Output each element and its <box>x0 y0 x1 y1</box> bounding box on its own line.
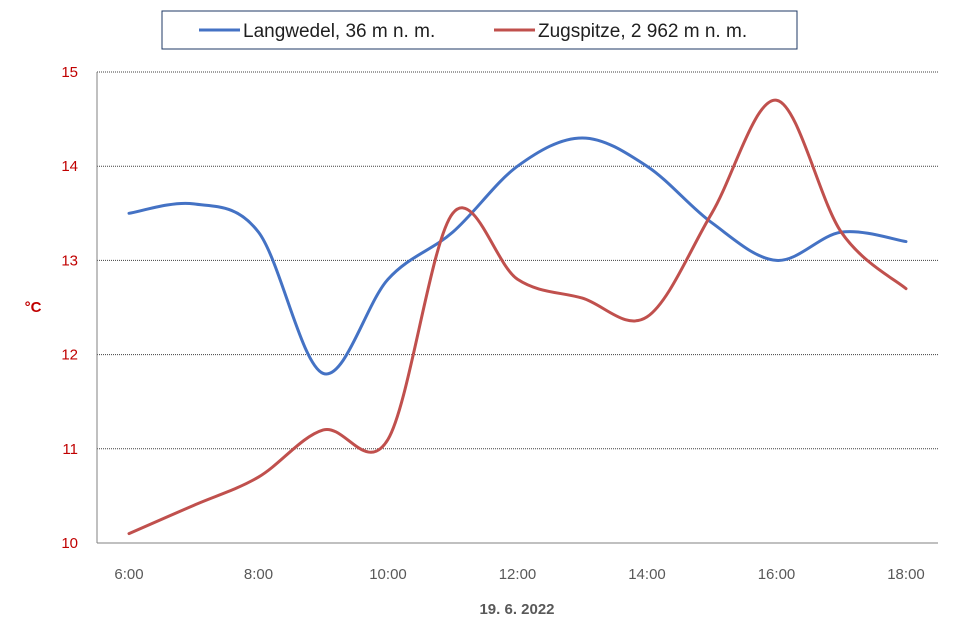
x-tick-label: 16:00 <box>758 566 796 583</box>
y-tick-label: 14 <box>61 158 78 175</box>
series-lines <box>127 98 908 536</box>
x-tick-labels: 6:00 8:00 10:00 12:00 14:00 16:00 18:00 <box>114 566 924 583</box>
gridlines <box>97 71 938 450</box>
x-tick-label: 12:00 <box>499 566 537 583</box>
y-tick-label: 10 <box>61 535 78 552</box>
x-tick-label: 10:00 <box>369 566 407 583</box>
x-tick-label: 18:00 <box>887 566 925 583</box>
legend-label-langwedel: Langwedel, 36 m n. m. <box>243 21 435 42</box>
y-axis-title: °C <box>25 299 42 316</box>
x-tick-label: 14:00 <box>628 566 666 583</box>
y-tick-label: 12 <box>61 347 78 364</box>
series-line-langwedel <box>127 136 908 376</box>
legend-label-zugspitze: Zugspitze, 2 962 m n. m. <box>538 21 747 42</box>
axes <box>96 72 938 544</box>
y-tick-labels: 10 11 12 13 14 15 <box>61 64 78 552</box>
x-axis-title: 19. 6. 2022 <box>479 601 554 618</box>
legend: Langwedel, 36 m n. m. Zugspitze, 2 962 m… <box>161 10 798 50</box>
y-tick-label: 13 <box>61 252 78 269</box>
y-tick-label: 15 <box>61 64 78 81</box>
y-tick-label: 11 <box>62 441 78 458</box>
x-tick-label: 8:00 <box>244 566 273 583</box>
legend-box <box>161 10 798 50</box>
series-line-zugspitze <box>127 98 908 536</box>
x-tick-label: 6:00 <box>114 566 143 583</box>
